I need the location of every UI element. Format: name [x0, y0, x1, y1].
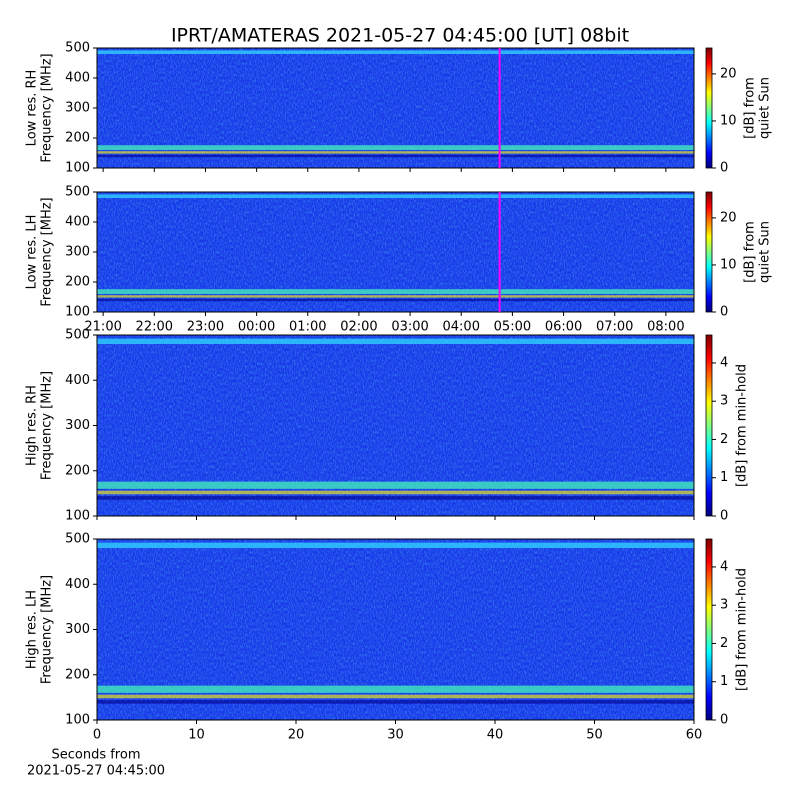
band-decor [97, 481, 694, 489]
band-decor [97, 496, 694, 500]
colorbar-tick-label: 1 [720, 470, 728, 485]
x-tick-label: 50 [586, 728, 603, 743]
band-decor [97, 151, 694, 154]
y-axis-label: Frequency [MHz] [40, 53, 55, 162]
y-axis-label: Frequency [MHz] [40, 371, 55, 480]
colorbar-tick-label: 20 [720, 210, 737, 225]
x-tick-label: 40 [487, 728, 504, 743]
figure-title: IPRT/AMATERAS 2021-05-27 04:45:00 [UT] 0… [171, 25, 629, 47]
y-tick-label: 500 [65, 41, 90, 56]
colorbar [705, 538, 713, 721]
colorbar-tick-label: 10 [720, 113, 737, 128]
colorbar-label: quiet Sun [758, 221, 773, 283]
y-tick-label: 100 [65, 305, 90, 320]
y-tick-label: 500 [65, 532, 90, 547]
y-tick-label: 200 [65, 275, 90, 290]
y-axis-label: Frequency [MHz] [40, 575, 55, 684]
x-tick-label: 07:00 [596, 320, 633, 335]
y-axis-label: High res. LH [25, 590, 40, 669]
colorbar-tick-label: 3 [720, 394, 728, 409]
band-decor [97, 289, 694, 294]
x-tick-label: 22:00 [136, 320, 173, 335]
y-tick-label: 200 [65, 667, 90, 682]
x-tick-label: 10 [188, 728, 205, 743]
x-tick-label: 04:00 [443, 320, 480, 335]
band-decor [97, 490, 694, 495]
band-decor [97, 295, 694, 298]
y-tick-label: 400 [65, 215, 90, 230]
spectrogram-texture [97, 335, 694, 516]
x-tick-label: 08:00 [647, 320, 684, 335]
colorbar [705, 47, 713, 169]
band-decor [97, 194, 694, 198]
x-tick-label: 06:00 [545, 320, 582, 335]
colorbar-label: [dB] from [743, 77, 758, 139]
y-tick-label: 300 [65, 622, 90, 637]
colorbar-label: quiet Sun [758, 77, 773, 139]
band-decor [97, 154, 694, 158]
x-tick-label: 60 [686, 728, 703, 743]
y-axis-label: High res. RH [25, 385, 40, 466]
x-tick-label: 0 [93, 728, 101, 743]
colorbar-tick-label: 0 [720, 509, 728, 524]
y-tick-label: 300 [65, 418, 90, 433]
colorbar-tick-label: 2 [720, 432, 728, 447]
colorbar-tick-label: 4 [720, 355, 728, 370]
y-axis-label: Frequency [MHz] [40, 197, 55, 306]
colorbar [705, 191, 713, 313]
colorbar-tick-label: 0 [720, 305, 728, 320]
band-decor [97, 50, 694, 54]
y-tick-label: 300 [65, 101, 90, 116]
band-decor [97, 298, 694, 302]
y-axis-label: Low res. RH [25, 70, 40, 147]
y-tick-label: 400 [65, 373, 90, 388]
x-tick-label: 20 [288, 728, 305, 743]
y-tick-label: 400 [65, 71, 90, 86]
x-tick-label: 23:00 [187, 320, 224, 335]
x-axis-label: 2021-05-27 04:45:00 [27, 764, 165, 779]
y-tick-label: 300 [65, 245, 90, 260]
x-tick-label: 01:00 [289, 320, 326, 335]
colorbar-tick-label: 0 [720, 713, 728, 728]
band-decor [97, 685, 694, 693]
colorbar [705, 334, 713, 517]
colorbar-tick-label: 2 [720, 636, 728, 651]
y-tick-label: 100 [65, 161, 90, 176]
y-tick-label: 500 [65, 185, 90, 200]
colorbar-tick-label: 1 [720, 674, 728, 689]
y-tick-label: 100 [65, 509, 90, 524]
band-decor [97, 542, 694, 549]
band-decor [97, 700, 694, 704]
y-tick-label: 200 [65, 463, 90, 478]
y-tick-label: 200 [65, 131, 90, 146]
colorbar-tick-label: 3 [720, 598, 728, 613]
y-tick-label: 400 [65, 577, 90, 592]
colorbar-label: [dB] from min-hold [735, 568, 750, 691]
colorbar-tick-label: 4 [720, 559, 728, 574]
band-decor [97, 145, 694, 150]
band-decor [97, 338, 694, 345]
x-tick-label: 02:00 [340, 320, 377, 335]
band-decor [97, 694, 694, 699]
colorbar-label: [dB] from min-hold [735, 364, 750, 487]
colorbar-tick-label: 20 [720, 66, 737, 81]
colorbar-tick-label: 10 [720, 257, 737, 272]
colorbar-label: [dB] from [743, 221, 758, 283]
x-tick-label: 30 [387, 728, 404, 743]
y-tick-label: 100 [65, 713, 90, 728]
x-tick-label: 21:00 [84, 320, 121, 335]
y-axis-label: Low res. LH [25, 215, 40, 290]
x-axis-label: Seconds from [51, 748, 140, 763]
colorbar-tick-label: 0 [720, 161, 728, 176]
y-tick-label: 500 [65, 328, 90, 343]
x-tick-label: 00:00 [238, 320, 275, 335]
x-tick-label: 05:00 [494, 320, 531, 335]
x-tick-label: 03:00 [391, 320, 428, 335]
